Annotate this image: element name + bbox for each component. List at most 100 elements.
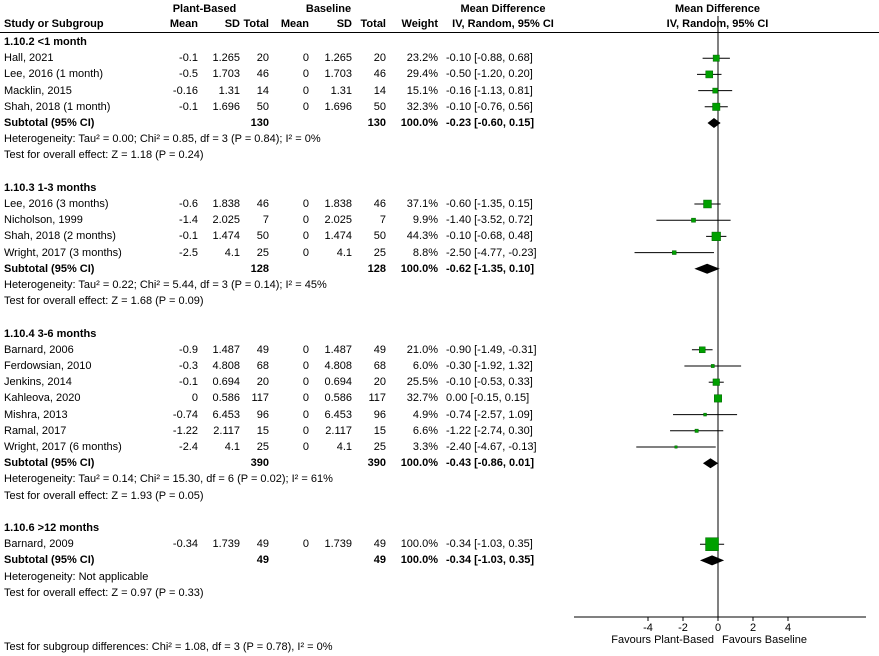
study-row: Lee, 2016 (1 month) -0.5 1.703 46 0 1.703 46 29…	[0, 66, 570, 82]
effect-square	[674, 445, 678, 449]
plant-sd: 1.838	[212, 198, 240, 210]
effect-square	[691, 217, 696, 223]
plant-mean: -0.5	[179, 68, 198, 81]
subtotal-row: Subtotal (95% CI) 130 130 100.0% -0.23 [-0.6…	[0, 115, 570, 131]
plant-total: 46	[256, 68, 269, 81]
effect-square	[705, 537, 719, 551]
col-mean-difference: Mean Difference	[460, 3, 546, 15]
plant-total: 50	[256, 230, 269, 243]
study-weight: 37.1%	[406, 198, 438, 210]
subtotal-baseline-total: 390	[367, 457, 386, 470]
plant-mean: -0.3	[179, 360, 198, 372]
baseline-total: 68	[373, 360, 386, 372]
subtotal-plant-total: 390	[250, 457, 269, 470]
plant-sd: 1.696	[212, 100, 240, 113]
header-divider	[0, 32, 879, 33]
plant-total: 20	[256, 376, 269, 389]
baseline-total: 50	[373, 100, 386, 113]
baseline-sd: 1.838	[324, 198, 352, 210]
plant-mean: -0.74	[172, 408, 198, 421]
x-tick-label: 0	[715, 622, 721, 634]
plant-mean: -0.1	[179, 376, 198, 389]
baseline-total: 49	[373, 343, 386, 356]
col-plant-mean: Mean	[169, 18, 198, 30]
subtotal-weight: 100.0%	[400, 554, 438, 567]
subtotal-diamond	[702, 458, 719, 469]
plant-mean: -0.16	[172, 84, 198, 97]
subtotal-label: Subtotal (95% CI)	[4, 457, 95, 470]
md-ci-text: -0.10 [-0.53, 0.33]	[446, 376, 533, 389]
plant-total: 49	[256, 343, 269, 356]
plant-mean: -0.1	[179, 52, 198, 65]
table-body: 1.10.2 <1 month Hall, 2021 -0.1 1.265 20 0 1.2…	[0, 36, 570, 601]
plant-total: 68	[256, 360, 269, 372]
subtotal-row: Subtotal (95% CI) 128 128 100.0% -0.62 [-1.3…	[0, 261, 570, 277]
col-baseline-mean: Mean	[280, 18, 309, 30]
col-plant-total: Total	[243, 18, 269, 30]
heterogeneity-row: Heterogeneity: Tau² = 0.00; Chi² = 0.85,…	[0, 131, 570, 147]
x-tick-label: -2	[678, 622, 688, 634]
subgroup-title-row: 1.10.6 >12 months	[0, 520, 570, 536]
subtotal-plant-total: 130	[250, 117, 269, 129]
subtotal-md-ci-text: -0.34 [-1.03, 0.35]	[446, 554, 535, 567]
plant-mean: -0.9	[179, 343, 198, 356]
col-plant-sd: SD	[224, 18, 240, 30]
baseline-sd: 1.265	[324, 52, 352, 65]
baseline-mean: 0	[302, 360, 309, 372]
heterogeneity-text: Heterogeneity: Tau² = 0.14; Chi² = 15.30…	[4, 473, 333, 486]
col-baseline-total: Total	[360, 18, 386, 30]
study-name: Ramal, 2017	[4, 424, 67, 437]
baseline-sd: 2.117	[325, 424, 352, 437]
effect-square	[712, 87, 718, 94]
study-name: Jenkins, 2014	[4, 376, 72, 389]
baseline-total: 14	[373, 84, 386, 97]
study-weight: 44.3%	[406, 230, 438, 243]
study-weight: 32.3%	[406, 100, 438, 113]
subtotal-baseline-total: 49	[373, 554, 386, 567]
baseline-sd: 0.694	[324, 376, 352, 389]
subtotal-md-ci-text: -0.43 [-0.86, 0.01]	[446, 457, 535, 470]
study-weight: 3.3%	[412, 441, 438, 453]
baseline-mean: 0	[302, 538, 309, 551]
baseline-mean: 0	[302, 100, 309, 113]
baseline-total: 46	[373, 198, 386, 210]
study-name: Ferdowsian, 2010	[4, 360, 92, 372]
subgroup-title: 1.10.3 1-3 months	[4, 181, 97, 194]
study-name: Mishra, 2013	[4, 408, 68, 421]
study-row: Jenkins, 2014 -0.1 0.694 20 0 0.694 20 25.5% -0.…	[0, 374, 570, 390]
effect-square	[712, 378, 720, 386]
col-weight: Weight	[401, 18, 438, 30]
overall-test-row: Test for overall effect: Z = 0.97 (P = 0…	[0, 585, 570, 601]
subtotal-plant-total: 128	[250, 262, 269, 275]
baseline-total: 25	[373, 441, 386, 453]
study-row: Mishra, 2013 -0.74 6.453 96 0 6.453 96 4.9% -0.7…	[0, 407, 570, 423]
plant-sd: 1.474	[212, 230, 240, 243]
plant-sd: 2.025	[212, 214, 240, 227]
favours-right-label: Favours Baseline	[722, 634, 807, 646]
subtotal-baseline-total: 130	[367, 117, 386, 129]
col-group-baseline: Baseline	[305, 3, 352, 15]
md-ci-text: -0.50 [-1.20, 0.20]	[446, 68, 533, 81]
baseline-sd: 6.453	[324, 408, 352, 421]
x-tick-label: -4	[643, 622, 653, 634]
baseline-sd: 1.31	[330, 84, 352, 97]
baseline-mean: 0	[302, 376, 309, 389]
plant-total: 46	[256, 198, 269, 210]
study-row: Barnard, 2006 -0.9 1.487 49 0 1.487 49 21.0% -0.…	[0, 342, 570, 358]
overall-test-text: Test for overall effect: Z = 1.93 (P = 0…	[4, 489, 204, 502]
study-name: Shah, 2018 (1 month)	[4, 100, 111, 113]
study-row: Shah, 2018 (2 months) -0.1 1.474 50 0 1.474 50…	[0, 228, 570, 244]
baseline-sd: 1.703	[324, 68, 352, 81]
study-name: Kahleova, 2020	[4, 392, 81, 405]
study-name: Hall, 2021	[4, 52, 54, 65]
md-ci-text: -0.74 [-2.57, 1.09]	[446, 408, 533, 421]
md-ci-text: -0.34 [-1.03, 0.35]	[446, 538, 533, 551]
study-weight: 21.0%	[406, 343, 438, 356]
study-weight: 23.2%	[406, 52, 438, 65]
plant-sd: 1.31	[218, 84, 240, 97]
study-name: Barnard, 2009	[4, 538, 74, 551]
study-weight: 100.0%	[400, 538, 438, 551]
md-ci-text: -2.50 [-4.77, -0.23]	[446, 246, 537, 259]
plant-total: 50	[256, 100, 269, 113]
study-name: Macklin, 2015	[4, 84, 72, 97]
